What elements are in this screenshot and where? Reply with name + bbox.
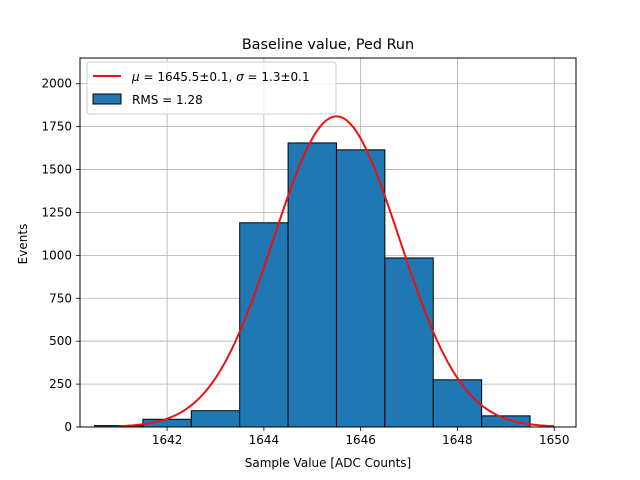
histogram-bar xyxy=(384,257,434,428)
legend-sigma-symbol: σ xyxy=(236,70,244,84)
legend-mu-symbol: μ xyxy=(131,70,140,84)
x-tick-label: 1650 xyxy=(539,433,570,447)
histogram-bar xyxy=(481,415,531,428)
histogram-bar xyxy=(287,142,337,428)
x-axis-ticks: 1642 1644 1646 1648 1650 xyxy=(152,427,570,447)
chart-title: Baseline value, Ped Run xyxy=(242,37,414,53)
legend-sigma-value: = 1.3±0.1 xyxy=(244,70,310,84)
x-tick-label: 1646 xyxy=(345,433,376,447)
legend: μ = 1645.5±0.1, σ = 1.3±0.1 RMS = 1.28 xyxy=(86,61,337,115)
legend-hist-label: RMS = 1.28 xyxy=(132,93,203,107)
y-tick-label: 750 xyxy=(49,291,72,305)
y-tick-label: 500 xyxy=(49,334,72,348)
gaussian-fit-curve xyxy=(118,115,555,428)
x-axis-label: Sample Value [ADC Counts] xyxy=(245,456,411,470)
y-tick-label: 1750 xyxy=(41,120,72,134)
legend-fit-label: μ = 1645.5±0.1, σ = 1.3±0.1 xyxy=(131,70,310,84)
legend-mu-value: = 1645.5±0.1, xyxy=(140,70,236,84)
legend-hist-swatch xyxy=(92,93,122,105)
plot-frame xyxy=(79,57,577,428)
histogram-bar xyxy=(432,379,483,428)
y-axis-label: Events xyxy=(16,224,30,265)
histogram-bar xyxy=(190,410,241,428)
y-tick-label: 1500 xyxy=(41,163,72,177)
axes xyxy=(79,57,577,428)
y-tick-label: 250 xyxy=(49,377,72,391)
legend-box xyxy=(86,61,337,115)
x-tick-label: 1644 xyxy=(249,433,280,447)
histogram-bar xyxy=(335,149,386,428)
histogram-bars xyxy=(94,142,531,428)
histogram-bar xyxy=(239,222,289,428)
y-tick-label: 1000 xyxy=(41,248,72,262)
y-tick-label: 0 xyxy=(64,420,72,434)
y-tick-label: 1250 xyxy=(41,205,72,219)
fit-curve-group xyxy=(118,115,555,428)
y-axis-ticks: 0 250 500 750 1000 1250 1500 1750 2000 xyxy=(41,77,80,434)
x-tick-label: 1642 xyxy=(152,433,183,447)
x-tick-label: 1648 xyxy=(442,433,473,447)
y-tick-label: 2000 xyxy=(41,77,72,91)
